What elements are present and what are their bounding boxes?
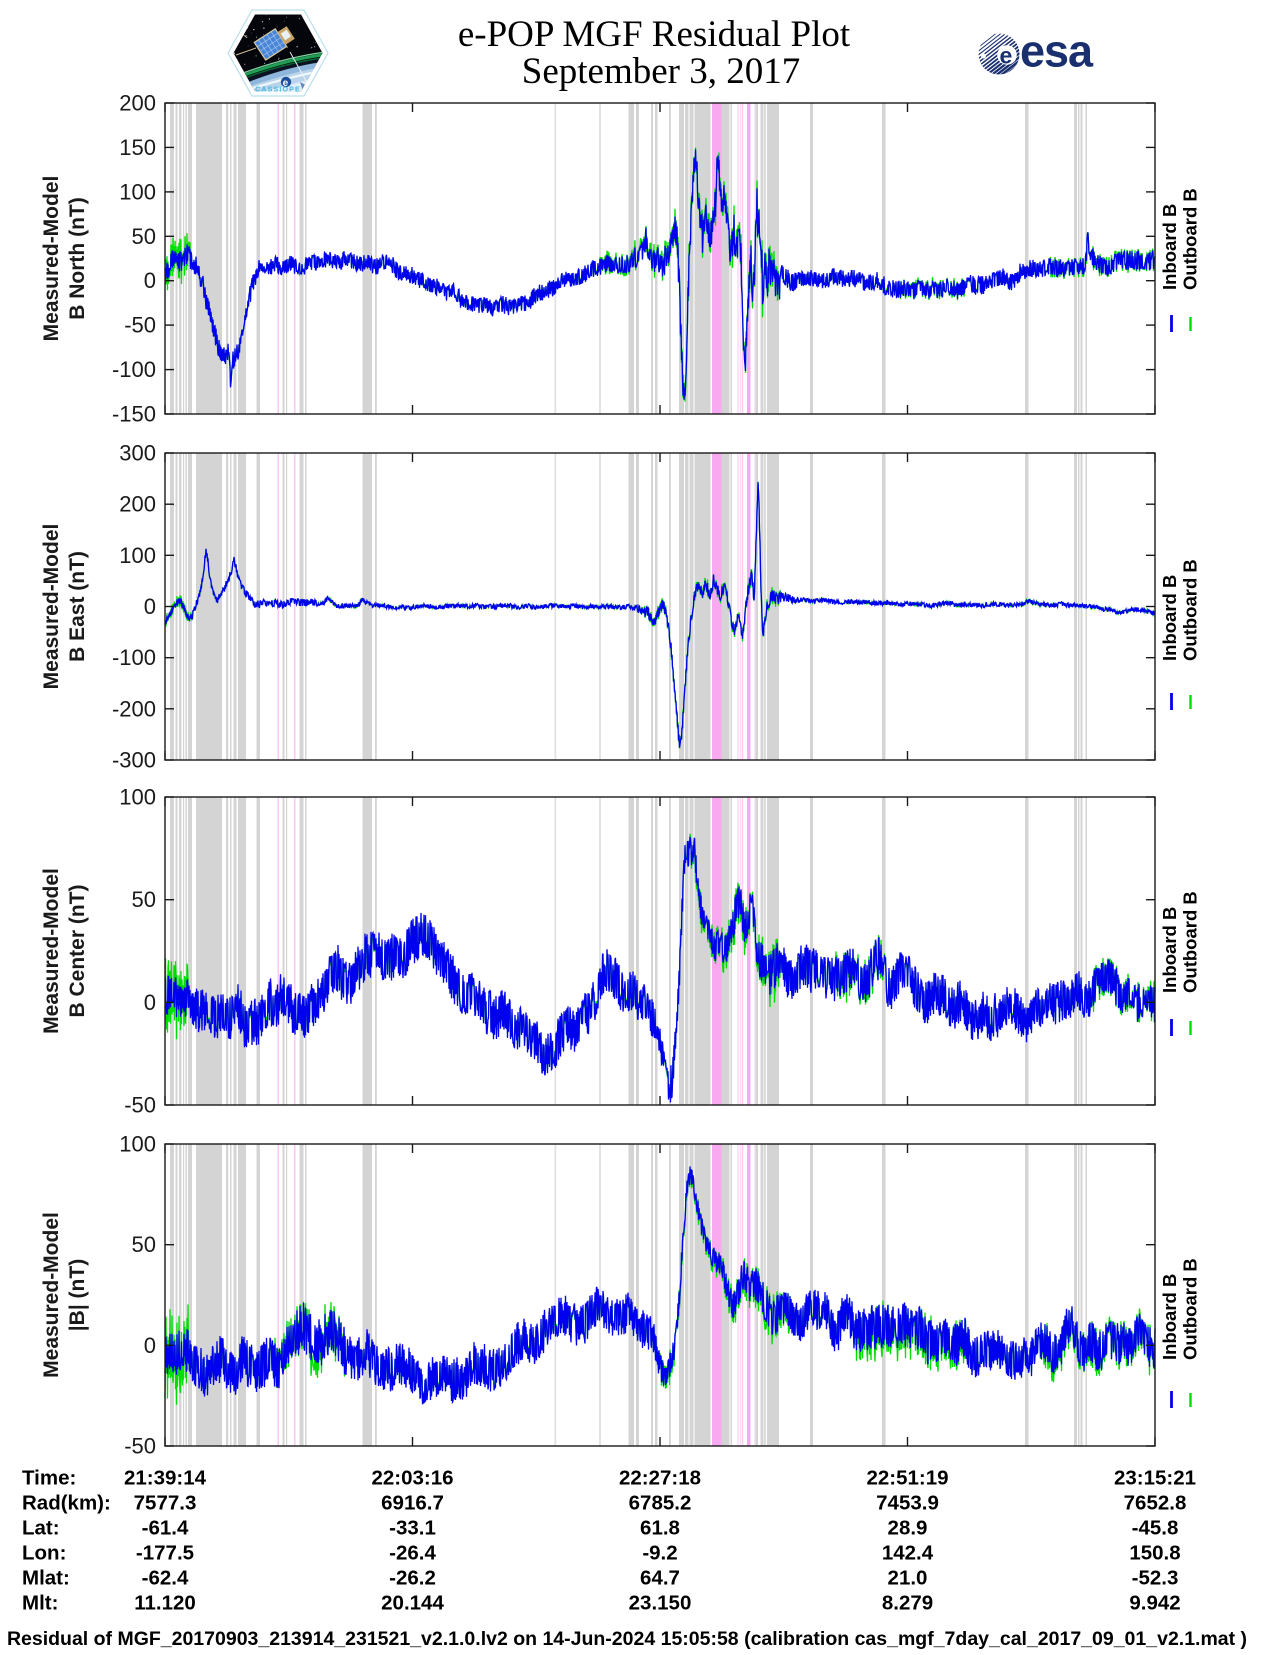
svg-text:Inboard B: Inboard B — [1159, 907, 1180, 993]
svg-text:Measured-Model: Measured-Model — [40, 1212, 63, 1378]
svg-text:September 3, 2017: September 3, 2017 — [522, 51, 800, 92]
svg-text:64.7: 64.7 — [640, 1567, 680, 1590]
svg-text:Lon:: Lon: — [22, 1542, 66, 1565]
svg-text:-26.4: -26.4 — [389, 1542, 436, 1565]
svg-text:61.8: 61.8 — [640, 1517, 680, 1540]
svg-text:-62.4: -62.4 — [142, 1567, 189, 1590]
svg-text:Residual of MGF_20170903_21391: Residual of MGF_20170903_213914_231521_v… — [7, 1628, 1247, 1650]
svg-text:-300: -300 — [112, 748, 156, 773]
svg-text:|B| (nT): |B| (nT) — [66, 1259, 89, 1331]
svg-text:Measured-Model: Measured-Model — [40, 868, 63, 1034]
svg-text:-9.2: -9.2 — [642, 1542, 677, 1565]
svg-text:-150: -150 — [112, 402, 156, 427]
svg-text:Measured-Model: Measured-Model — [40, 524, 63, 690]
svg-text:-100: -100 — [112, 357, 156, 382]
svg-text:Measured-Model: Measured-Model — [40, 176, 63, 342]
svg-text:300: 300 — [119, 441, 156, 466]
svg-text:-100: -100 — [112, 645, 156, 670]
svg-text:11.120: 11.120 — [134, 1592, 196, 1615]
svg-text:0: 0 — [144, 1333, 156, 1358]
svg-text:-61.4: -61.4 — [142, 1517, 189, 1540]
svg-text:100: 100 — [119, 785, 156, 810]
svg-text:7577.3: 7577.3 — [134, 1492, 197, 1515]
svg-text:e-POP MGF Residual Plot: e-POP MGF Residual Plot — [458, 14, 851, 55]
svg-text:-52.3: -52.3 — [1132, 1567, 1179, 1590]
svg-text:Mlt:: Mlt: — [22, 1592, 58, 1615]
svg-text:22:03:16: 22:03:16 — [371, 1467, 453, 1490]
svg-text:100: 100 — [119, 179, 156, 204]
svg-text:23:15:21: 23:15:21 — [1114, 1467, 1196, 1490]
svg-text:50: 50 — [132, 224, 156, 249]
svg-text:50: 50 — [132, 887, 156, 912]
svg-text:100: 100 — [119, 543, 156, 568]
svg-text:Inboard B: Inboard B — [1159, 204, 1180, 290]
svg-text:-200: -200 — [112, 696, 156, 721]
svg-text:Outboard B: Outboard B — [1180, 559, 1201, 661]
svg-text:Outboard B: Outboard B — [1180, 891, 1201, 993]
svg-text:Outboard B: Outboard B — [1180, 188, 1201, 290]
svg-text:200: 200 — [119, 91, 156, 116]
svg-text:6785.2: 6785.2 — [629, 1492, 692, 1515]
svg-text:150: 150 — [119, 135, 156, 160]
svg-text:50: 50 — [132, 1232, 156, 1257]
svg-text:Mlat:: Mlat: — [22, 1567, 70, 1590]
svg-text:150.8: 150.8 — [1129, 1542, 1180, 1565]
svg-text:21:39:14: 21:39:14 — [124, 1467, 207, 1490]
svg-text:Time:: Time: — [22, 1467, 76, 1490]
svg-text:B Center (nT): B Center (nT) — [66, 885, 89, 1018]
svg-text:142.4: 142.4 — [882, 1542, 934, 1565]
svg-text:100: 100 — [119, 1132, 156, 1157]
svg-text:CASSIOPE: CASSIOPE — [255, 87, 301, 94]
svg-text:B North (nT): B North (nT) — [66, 197, 89, 319]
svg-text:-33.1: -33.1 — [389, 1517, 436, 1540]
svg-text:-50: -50 — [124, 313, 156, 338]
svg-text:-50: -50 — [124, 1093, 156, 1118]
svg-text:-45.8: -45.8 — [1132, 1517, 1179, 1540]
svg-text:23.150: 23.150 — [629, 1592, 692, 1615]
svg-text:7652.8: 7652.8 — [1124, 1492, 1187, 1515]
svg-text:28.9: 28.9 — [888, 1517, 928, 1540]
svg-text:0: 0 — [144, 990, 156, 1015]
svg-text:B East (nT): B East (nT) — [66, 551, 89, 662]
svg-text:0: 0 — [144, 594, 156, 619]
svg-text:e: e — [283, 78, 289, 89]
svg-text:Inboard B: Inboard B — [1159, 1274, 1180, 1360]
svg-text:8.279: 8.279 — [882, 1592, 933, 1615]
svg-text:esa: esa — [1020, 26, 1094, 77]
svg-text:0: 0 — [144, 268, 156, 293]
svg-text:6916.7: 6916.7 — [381, 1492, 444, 1515]
svg-text:200: 200 — [119, 492, 156, 517]
svg-text:7453.9: 7453.9 — [876, 1492, 939, 1515]
svg-text:22:27:18: 22:27:18 — [619, 1467, 701, 1490]
svg-text:9.942: 9.942 — [1129, 1592, 1180, 1615]
svg-text:21.0: 21.0 — [888, 1567, 928, 1590]
svg-text:e: e — [1000, 43, 1013, 69]
svg-text:Outboard B: Outboard B — [1180, 1258, 1201, 1360]
svg-text:-50: -50 — [124, 1434, 156, 1459]
svg-text:20.144: 20.144 — [381, 1592, 444, 1615]
svg-text:Rad(km):: Rad(km): — [22, 1492, 111, 1515]
svg-text:Lat:: Lat: — [22, 1517, 60, 1540]
svg-text:-177.5: -177.5 — [136, 1542, 194, 1565]
svg-text:Inboard B: Inboard B — [1159, 575, 1180, 661]
svg-text:22:51:19: 22:51:19 — [866, 1467, 948, 1490]
svg-text:-26.2: -26.2 — [389, 1567, 436, 1590]
